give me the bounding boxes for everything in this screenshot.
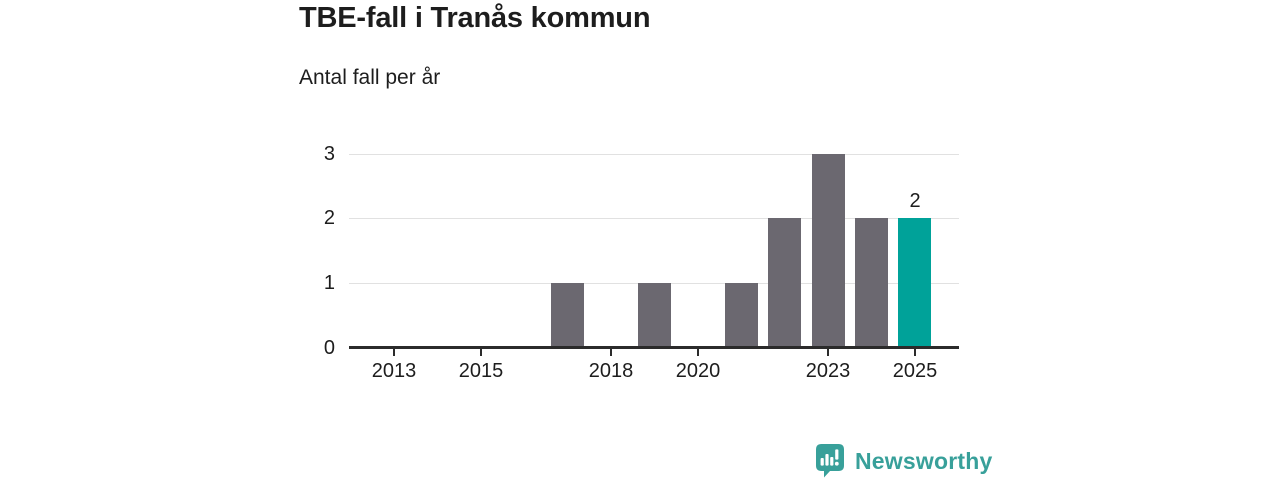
- x-axis-label-2013: 2013: [371, 360, 417, 382]
- x-axis-tick-2018: [610, 349, 612, 356]
- newsworthy-logo-text: Newsworthy: [855, 447, 993, 474]
- bar-2025: [898, 218, 931, 348]
- bar-value-label-2025: 2: [909, 190, 921, 212]
- gridline-y2: [349, 218, 959, 219]
- y-axis-label-0: 0: [323, 337, 335, 359]
- bar-2024: [855, 218, 888, 348]
- x-axis-label-2018: 2018: [588, 360, 634, 382]
- x-axis-label-2023: 2023: [805, 360, 851, 382]
- x-axis-tick-2020: [697, 349, 699, 356]
- y-axis-label-2: 2: [323, 207, 335, 229]
- bar-2017: [551, 283, 584, 348]
- x-axis-label-2020: 2020: [675, 360, 721, 382]
- x-axis-label-2025: 2025: [892, 360, 938, 382]
- x-axis-label-2015: 2015: [458, 360, 504, 382]
- bar-2023: [812, 154, 845, 348]
- y-axis-label-1: 1: [323, 272, 335, 294]
- bar-2021: [725, 283, 758, 348]
- x-axis-tick-2025: [914, 349, 916, 356]
- x-axis-tick-2013: [393, 349, 395, 356]
- newsworthy-logo[interactable]: Newsworthy: [816, 444, 992, 478]
- newsworthy-bar-chart-bubble-icon: [816, 444, 844, 478]
- bar-2022: [768, 218, 801, 348]
- bar-2019: [638, 283, 671, 348]
- chart-subtitle: Antal fall per år: [299, 66, 441, 89]
- x-axis-tick-2023: [827, 349, 829, 356]
- y-axis-label-3: 3: [323, 143, 335, 165]
- gridline-y3: [349, 154, 959, 155]
- chart-title: TBE-fall i Tranås kommun: [299, 2, 651, 34]
- x-axis-tick-2015: [480, 349, 482, 356]
- x-axis-line: [349, 346, 959, 349]
